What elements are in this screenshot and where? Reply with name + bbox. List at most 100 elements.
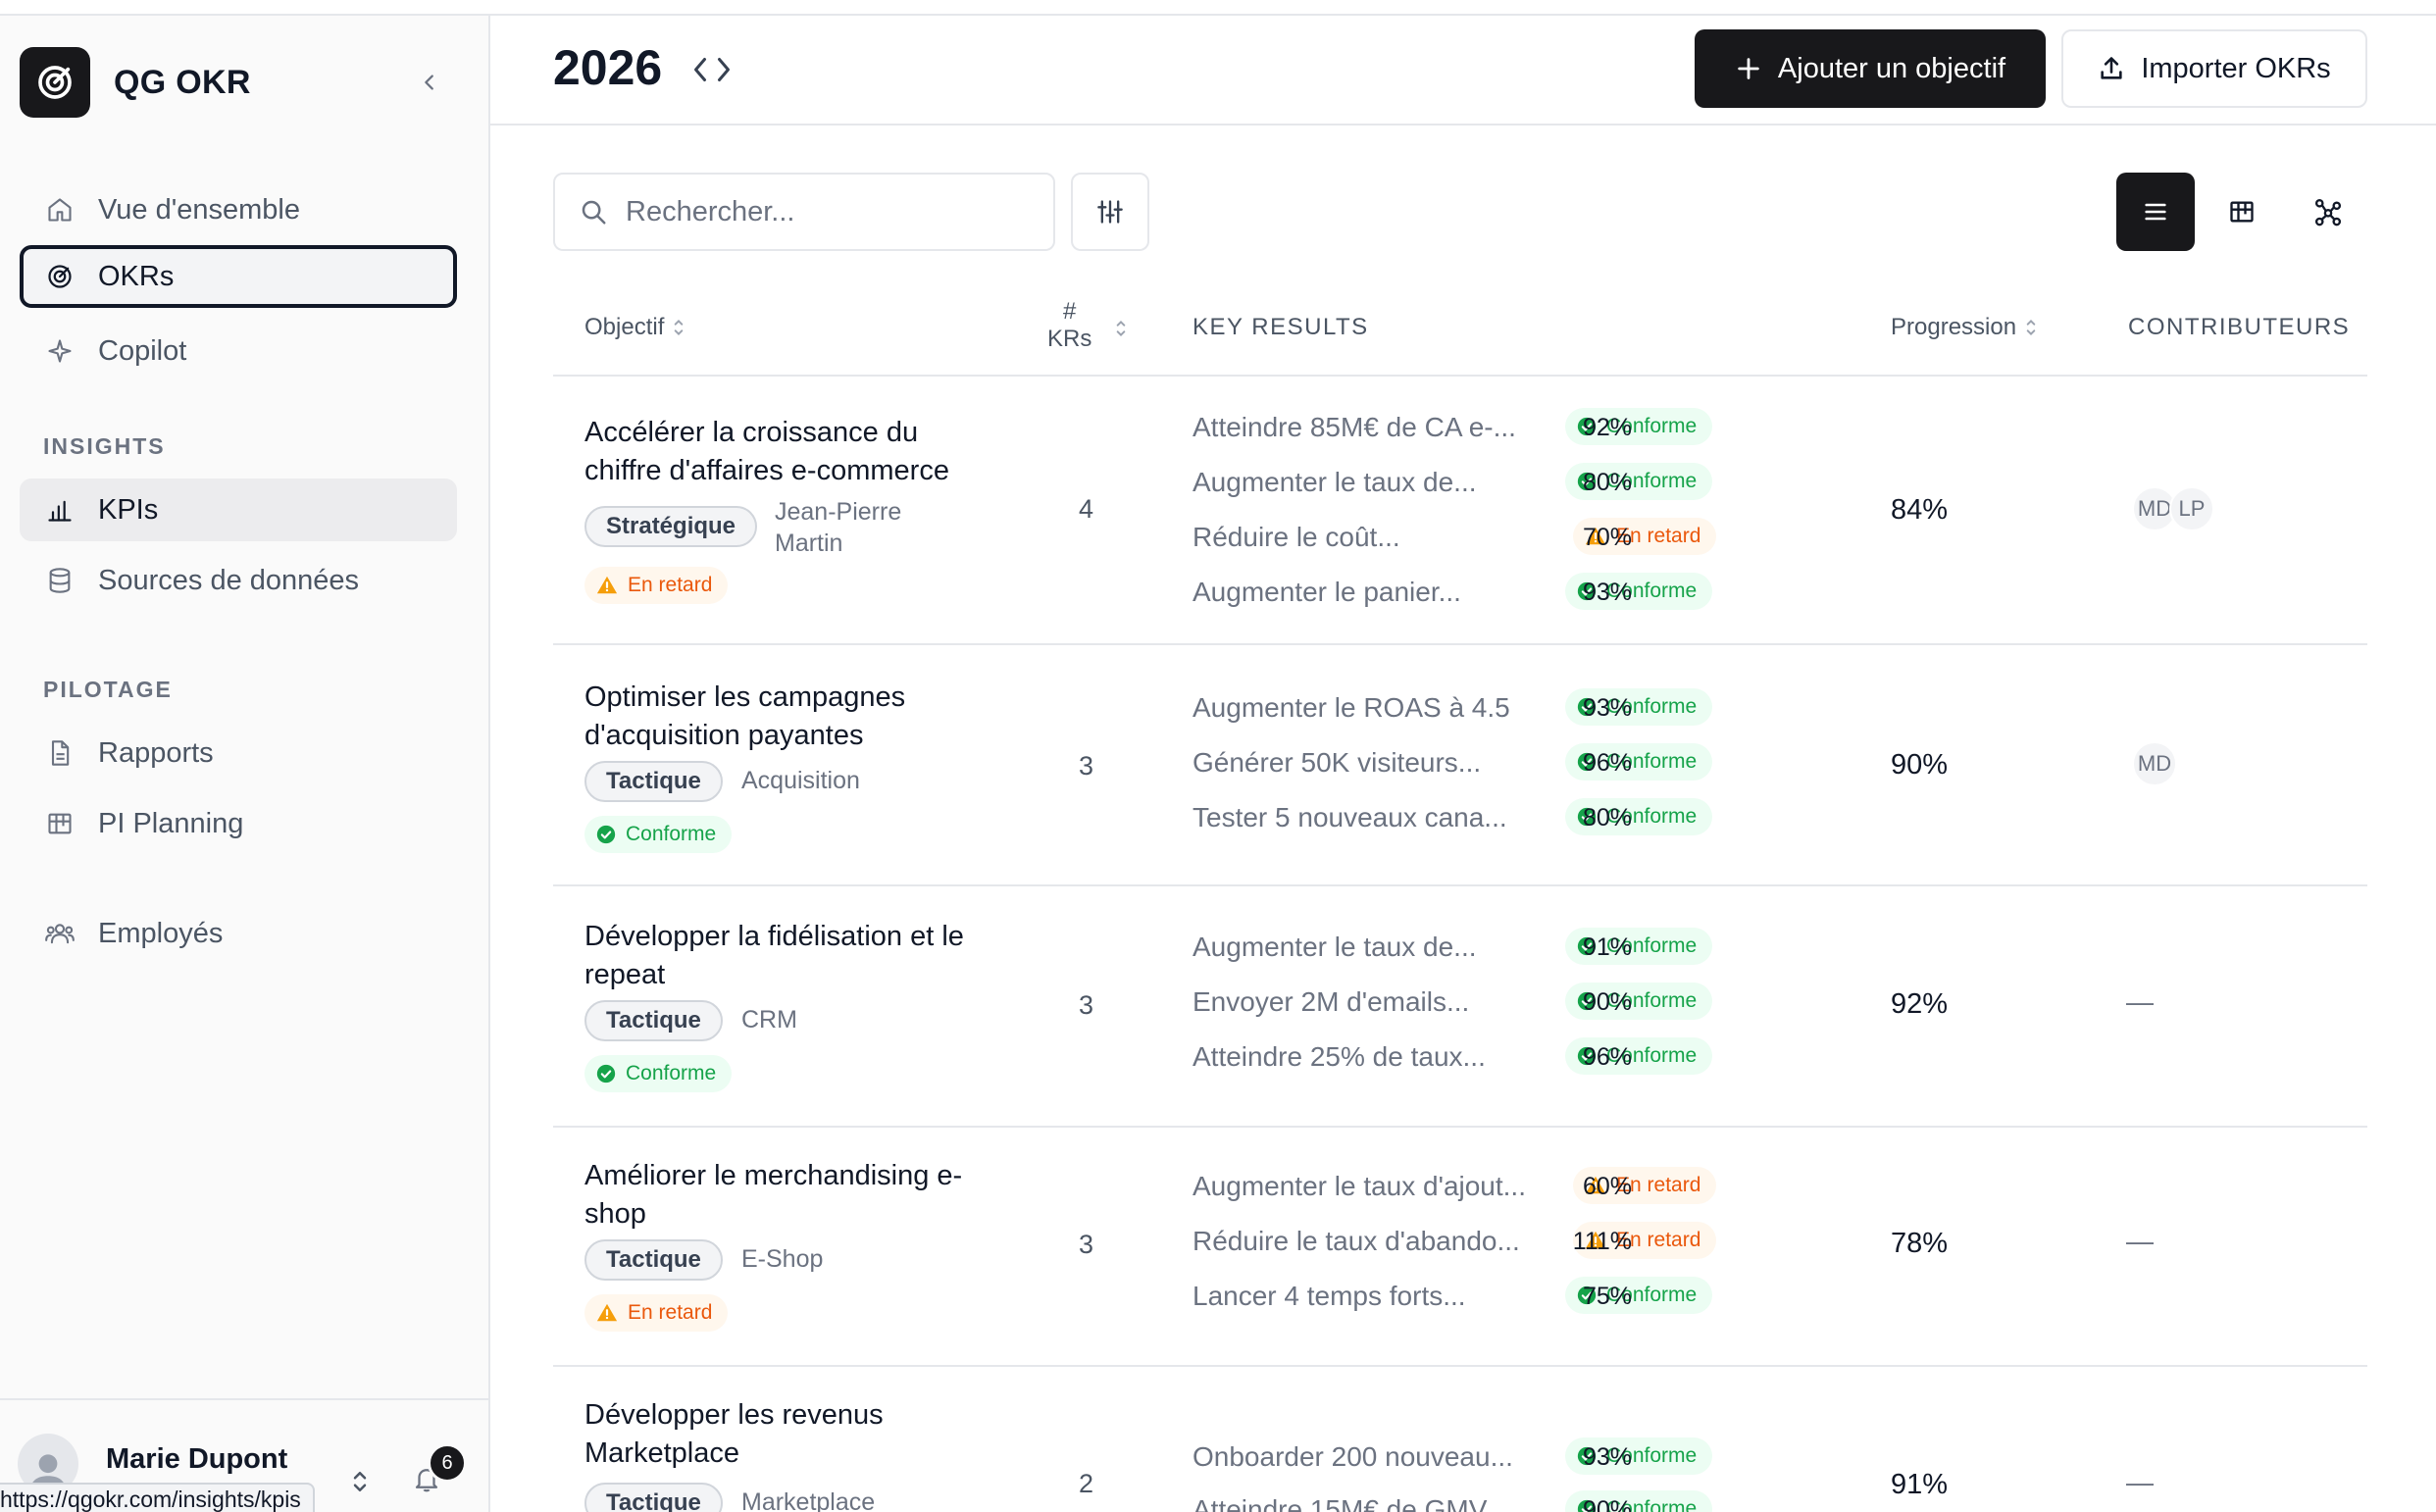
key-result-progress: 80% xyxy=(1582,469,1632,496)
key-result-status-badge: Conforme xyxy=(1565,1437,1713,1475)
table-row[interactable]: Optimiser les campagnes d'acquisition pa… xyxy=(553,645,2367,886)
key-result-text[interactable]: Réduire le taux d'abando... xyxy=(1193,1226,1520,1256)
nav-item-data-sources[interactable]: Sources de données xyxy=(20,549,457,612)
sort-icon xyxy=(675,319,684,336)
add-objective-button[interactable]: Ajouter un objectif xyxy=(1695,29,2046,108)
nav-item-overview[interactable]: Vue d'ensemble xyxy=(20,178,457,241)
search-input[interactable] xyxy=(626,195,1038,228)
add-objective-label: Ajouter un objectif xyxy=(1777,52,2006,84)
column-objective[interactable]: Objectif xyxy=(584,314,685,341)
key-result-text[interactable]: Onboarder 200 nouveau... xyxy=(1193,1441,1513,1472)
key-result-progress: 80% xyxy=(1582,804,1632,832)
key-result-text[interactable]: Augmenter le taux d'ajout... xyxy=(1193,1171,1526,1201)
nav-item-label: Employés xyxy=(98,917,224,949)
check-circle-icon xyxy=(1577,1285,1597,1305)
brand[interactable]: QG OKR xyxy=(20,47,251,118)
key-result-text[interactable]: Réduire le coût... xyxy=(1193,522,1400,552)
column-contributors: CONTRIBUTEURS xyxy=(2128,314,2351,340)
objective-team: Marketplace xyxy=(741,1488,876,1512)
key-result-text[interactable]: Atteindre 25% de taux... xyxy=(1193,1041,1486,1072)
column-progress[interactable]: Progression xyxy=(1891,314,2038,341)
nav-item-label: Copilot xyxy=(98,334,187,367)
notification-count-badge: 6 xyxy=(428,1443,467,1483)
status-url-tooltip: https://qgokr.com/insights/kpis xyxy=(0,1483,315,1512)
app-name: QG OKR xyxy=(114,63,251,101)
graph-view-button[interactable] xyxy=(2289,173,2367,251)
nav-item-pi-planning[interactable]: PI Planning xyxy=(20,792,457,855)
column-kr-count[interactable]: # KRs xyxy=(1047,298,1091,353)
objective-team: Acquisition xyxy=(741,767,860,794)
key-result-text[interactable]: Atteindre 15M€ de GMV... xyxy=(1193,1494,1508,1512)
key-result-status-badge: Conforme xyxy=(1565,1490,1713,1512)
board-view-button[interactable] xyxy=(2203,173,2281,251)
nav-item-label: KPIs xyxy=(98,493,159,526)
key-result-text[interactable]: Envoyer 2M d'emails... xyxy=(1193,986,1470,1017)
page-header: 2026 Ajouter un objectif Importer OKRs xyxy=(490,16,2436,126)
check-circle-icon xyxy=(596,825,616,844)
check-circle-icon xyxy=(596,1064,616,1084)
key-result-text[interactable]: Tester 5 nouveaux cana... xyxy=(1193,802,1507,832)
key-result-progress: 92% xyxy=(1582,414,1632,441)
filter-button[interactable] xyxy=(1071,173,1149,251)
chevron-right-icon[interactable] xyxy=(714,55,734,89)
key-result-text[interactable]: Générer 50K visiteurs... xyxy=(1193,747,1482,778)
kr-count: 3 xyxy=(1079,990,1094,1020)
key-result-progress: 96% xyxy=(1582,1043,1632,1071)
nav-item-kpis[interactable]: KPIs xyxy=(20,479,457,541)
network-icon xyxy=(2314,198,2342,227)
key-result-status-badge: Conforme xyxy=(1565,688,1713,726)
nav-item-label: Rapports xyxy=(98,736,214,769)
contributor-avatar[interactable]: MD xyxy=(2132,741,2177,786)
key-result-status-badge: Conforme xyxy=(1565,743,1713,781)
objective-type-tag: Tactique xyxy=(584,1483,723,1512)
window-top-bar xyxy=(0,0,2436,16)
key-result-text[interactable]: Atteindre 85M€ de CA e-... xyxy=(1193,412,1516,442)
key-result-status-badge: Conforme xyxy=(1565,928,1713,965)
key-result-text[interactable]: Augmenter le taux de... xyxy=(1193,932,1477,962)
check-circle-icon xyxy=(1577,417,1597,436)
search-icon xyxy=(582,200,606,225)
nav-item-employees[interactable]: Employés xyxy=(20,902,457,965)
nav-item-reports[interactable]: Rapports xyxy=(20,722,457,784)
nav-item-copilot[interactable]: Copilot xyxy=(20,320,457,382)
objective-type-tag: Tactique xyxy=(584,761,723,802)
key-result-text[interactable]: Augmenter le taux de... xyxy=(1193,467,1477,497)
section-label-insights: INSIGHTS xyxy=(43,433,166,459)
key-result-progress: 70% xyxy=(1582,524,1632,551)
objective-progress: 78% xyxy=(1891,1228,1949,1259)
check-circle-icon xyxy=(1577,807,1597,827)
collapse-sidebar-button[interactable] xyxy=(412,65,447,100)
no-contributors: — xyxy=(2126,1467,2154,1497)
key-result-status-badge: Conforme xyxy=(1565,983,1713,1020)
nav-item-label: PI Planning xyxy=(98,807,244,839)
key-result-text[interactable]: Lancer 4 temps forts... xyxy=(1193,1281,1466,1311)
key-result-text[interactable]: Augmenter le panier... xyxy=(1193,577,1461,607)
objective-status-badge: En retard xyxy=(584,1294,729,1332)
table-row[interactable]: Accélérer la croissance du chiffre d'aff… xyxy=(553,377,2367,645)
contributor-avatar[interactable]: LP xyxy=(2169,486,2214,531)
key-result-progress: 111% xyxy=(1572,1228,1632,1255)
nav-item-okrs[interactable]: OKRs xyxy=(20,245,457,308)
key-result-progress: 93% xyxy=(1582,694,1632,722)
key-result-progress: 91% xyxy=(1582,933,1632,961)
list-view-button[interactable] xyxy=(2116,173,2195,251)
warning-icon xyxy=(596,576,618,594)
contributor-avatar[interactable]: MD xyxy=(2132,486,2177,531)
import-okrs-button[interactable]: Importer OKRs xyxy=(2061,29,2367,108)
key-result-progress: 93% xyxy=(1582,1443,1632,1471)
sparkle-icon xyxy=(43,334,76,368)
chevron-up-down-icon[interactable] xyxy=(349,1467,371,1501)
table-row[interactable]: Améliorer le merchandising e- shop Tacti… xyxy=(553,1128,2367,1367)
key-result-text[interactable]: Augmenter le ROAS à 4.5 xyxy=(1193,692,1510,723)
chevron-left-icon[interactable] xyxy=(690,55,710,89)
table-row[interactable]: Développer les revenus Marketplace Tacti… xyxy=(553,1367,2367,1512)
sort-icon[interactable] xyxy=(1114,318,1128,339)
check-circle-icon xyxy=(1577,991,1597,1011)
sliders-icon xyxy=(1097,200,1123,224)
check-circle-icon xyxy=(1577,752,1597,772)
warning-icon xyxy=(1585,527,1606,545)
column-key-results: KEY RESULTS xyxy=(1193,314,1369,340)
table-row[interactable]: Développer la fidélisation et le repeat … xyxy=(553,886,2367,1128)
check-circle-icon xyxy=(1577,1046,1597,1066)
import-okrs-label: Importer OKRs xyxy=(2141,52,2331,84)
